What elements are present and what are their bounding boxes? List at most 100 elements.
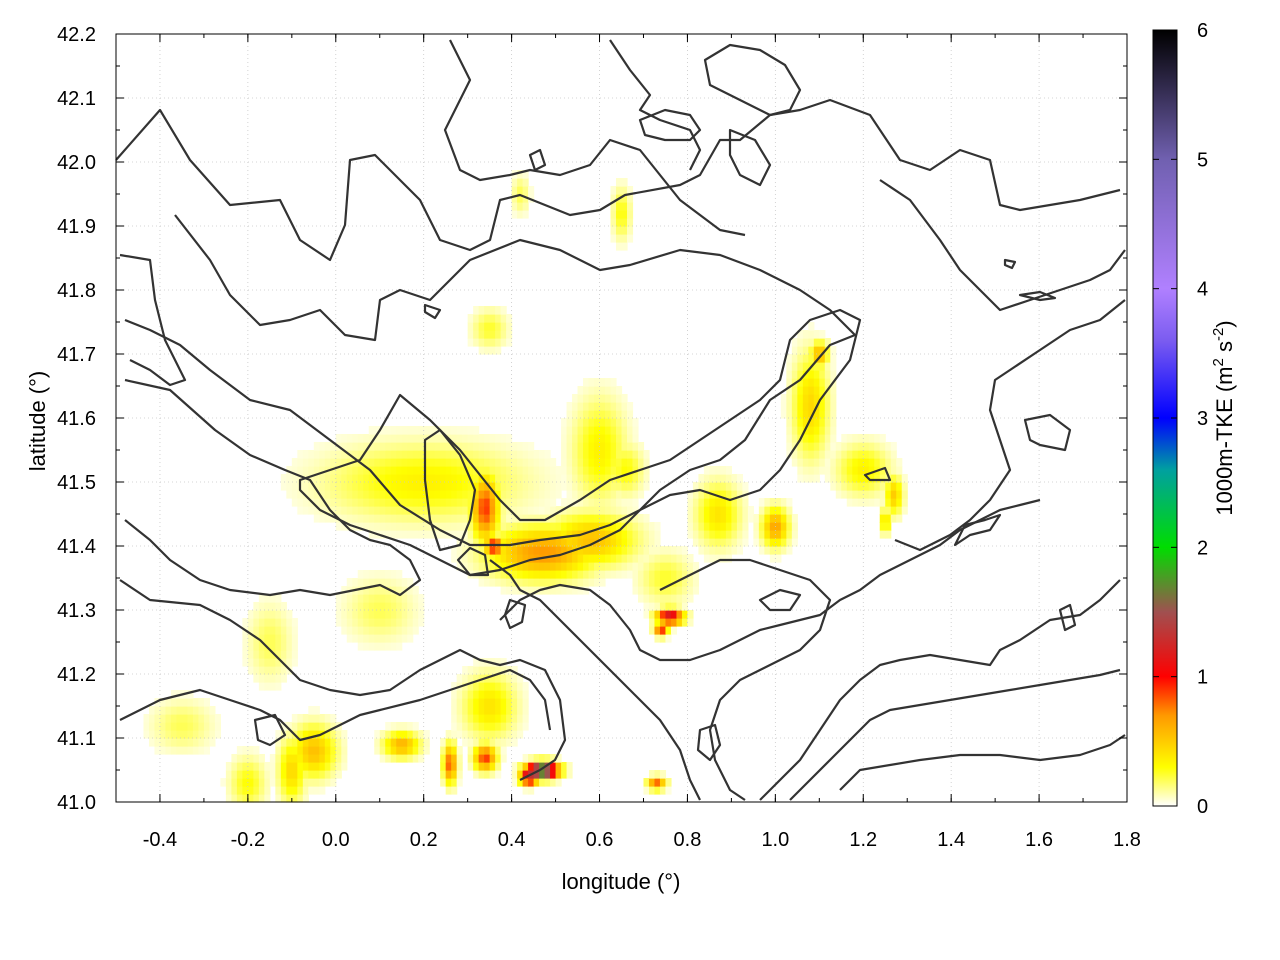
tke-cell (500, 754, 507, 763)
tke-cell (418, 602, 425, 611)
tke-cell (236, 770, 243, 779)
tke-cell (401, 474, 408, 483)
tke-cell (610, 506, 617, 515)
tke-cell (742, 506, 749, 515)
tke-cell (511, 498, 518, 507)
tke-cell (390, 602, 397, 611)
tke-cell (511, 706, 518, 715)
tke-cell (407, 498, 414, 507)
tke-cell (511, 762, 518, 771)
tke-cell (544, 474, 551, 483)
tke-cell (467, 338, 474, 347)
tke-cell (703, 506, 711, 515)
tke-cell (676, 610, 683, 619)
tke-cell (346, 442, 353, 451)
tke-cell (605, 458, 612, 467)
tke-cell (550, 554, 557, 563)
tke-cell (456, 522, 463, 531)
tke-cell (198, 722, 205, 731)
tke-cell (159, 714, 167, 723)
tke-cell (352, 506, 359, 515)
tke-cell (341, 490, 348, 499)
tke-cell (412, 474, 419, 483)
tke-cell (187, 730, 194, 739)
tke-cell (253, 746, 260, 755)
tke-cell (594, 482, 601, 491)
tke-cell (297, 714, 304, 723)
tke-cell (335, 474, 342, 483)
tke-cell (401, 594, 408, 603)
colorbar-tick-label: 5 (1197, 149, 1208, 171)
tke-cell (500, 746, 507, 755)
tke-cell (467, 562, 474, 571)
tke-cell (412, 610, 419, 619)
tke-cell (885, 522, 892, 531)
tke-cell (467, 442, 474, 451)
tke-cell (720, 522, 727, 531)
tke-cell (725, 490, 732, 499)
tke-cell (489, 562, 496, 571)
tke-cell (264, 762, 271, 771)
tke-cell (676, 594, 683, 603)
tke-cell (390, 458, 397, 467)
tke-cell (572, 434, 579, 443)
tke-cell (302, 722, 309, 731)
tke-cell (434, 522, 441, 531)
tke-cell (302, 730, 309, 739)
tke-cell (247, 786, 254, 795)
tke-cell (616, 186, 623, 195)
tke-cell (517, 466, 524, 475)
tke-cell (176, 730, 183, 739)
tke-cell (291, 714, 298, 723)
tke-cell (522, 706, 529, 715)
tke-cell (467, 554, 474, 563)
tke-cell (170, 730, 178, 739)
tke-cell (489, 682, 496, 691)
tke-cell (599, 482, 606, 491)
tke-cell (819, 402, 826, 411)
tke-cell (357, 450, 364, 459)
tke-cell (495, 690, 502, 699)
tke-cell (412, 746, 419, 755)
tke-cell (396, 498, 403, 507)
tke-cell (434, 434, 441, 443)
tke-cell (780, 402, 787, 411)
tke-cell (797, 442, 804, 451)
tke-cell (357, 634, 364, 643)
tke-cell (681, 618, 689, 627)
tke-cell (500, 330, 507, 339)
tke-cell (517, 202, 524, 211)
tke-cell (368, 594, 375, 603)
tke-cell (478, 346, 485, 355)
tke-cell (478, 706, 485, 715)
tke-cell (687, 514, 694, 523)
x-tick-label: -0.2 (231, 829, 265, 851)
y-axis-ticks: 41.041.141.241.341.441.541.641.741.841.9… (57, 24, 1127, 814)
tke-cell (550, 562, 557, 571)
tke-cell (385, 450, 392, 459)
tke-cell (203, 722, 210, 731)
tke-cell (544, 578, 551, 587)
tke-cell (885, 458, 892, 467)
tke-cell (368, 522, 375, 531)
tke-cell (242, 746, 249, 755)
tke-cell (396, 730, 403, 739)
tke-cell (555, 522, 562, 531)
tke-cell (407, 426, 414, 435)
tke-cell (462, 682, 469, 691)
tke-cell (462, 546, 469, 555)
tke-cell (462, 554, 469, 563)
tke-cell (506, 466, 513, 475)
tke-cell (192, 746, 200, 755)
tke-cell (786, 354, 793, 363)
tke-cell (451, 482, 458, 491)
tke-cell (264, 602, 271, 611)
tke-cell (528, 578, 535, 587)
tke-cell (577, 394, 584, 403)
tke-cell (313, 714, 320, 723)
tke-cell (297, 466, 304, 475)
tke-cell (473, 674, 480, 683)
tke-cell (835, 490, 842, 499)
tke-cell (357, 466, 364, 475)
tke-cell (396, 754, 403, 763)
